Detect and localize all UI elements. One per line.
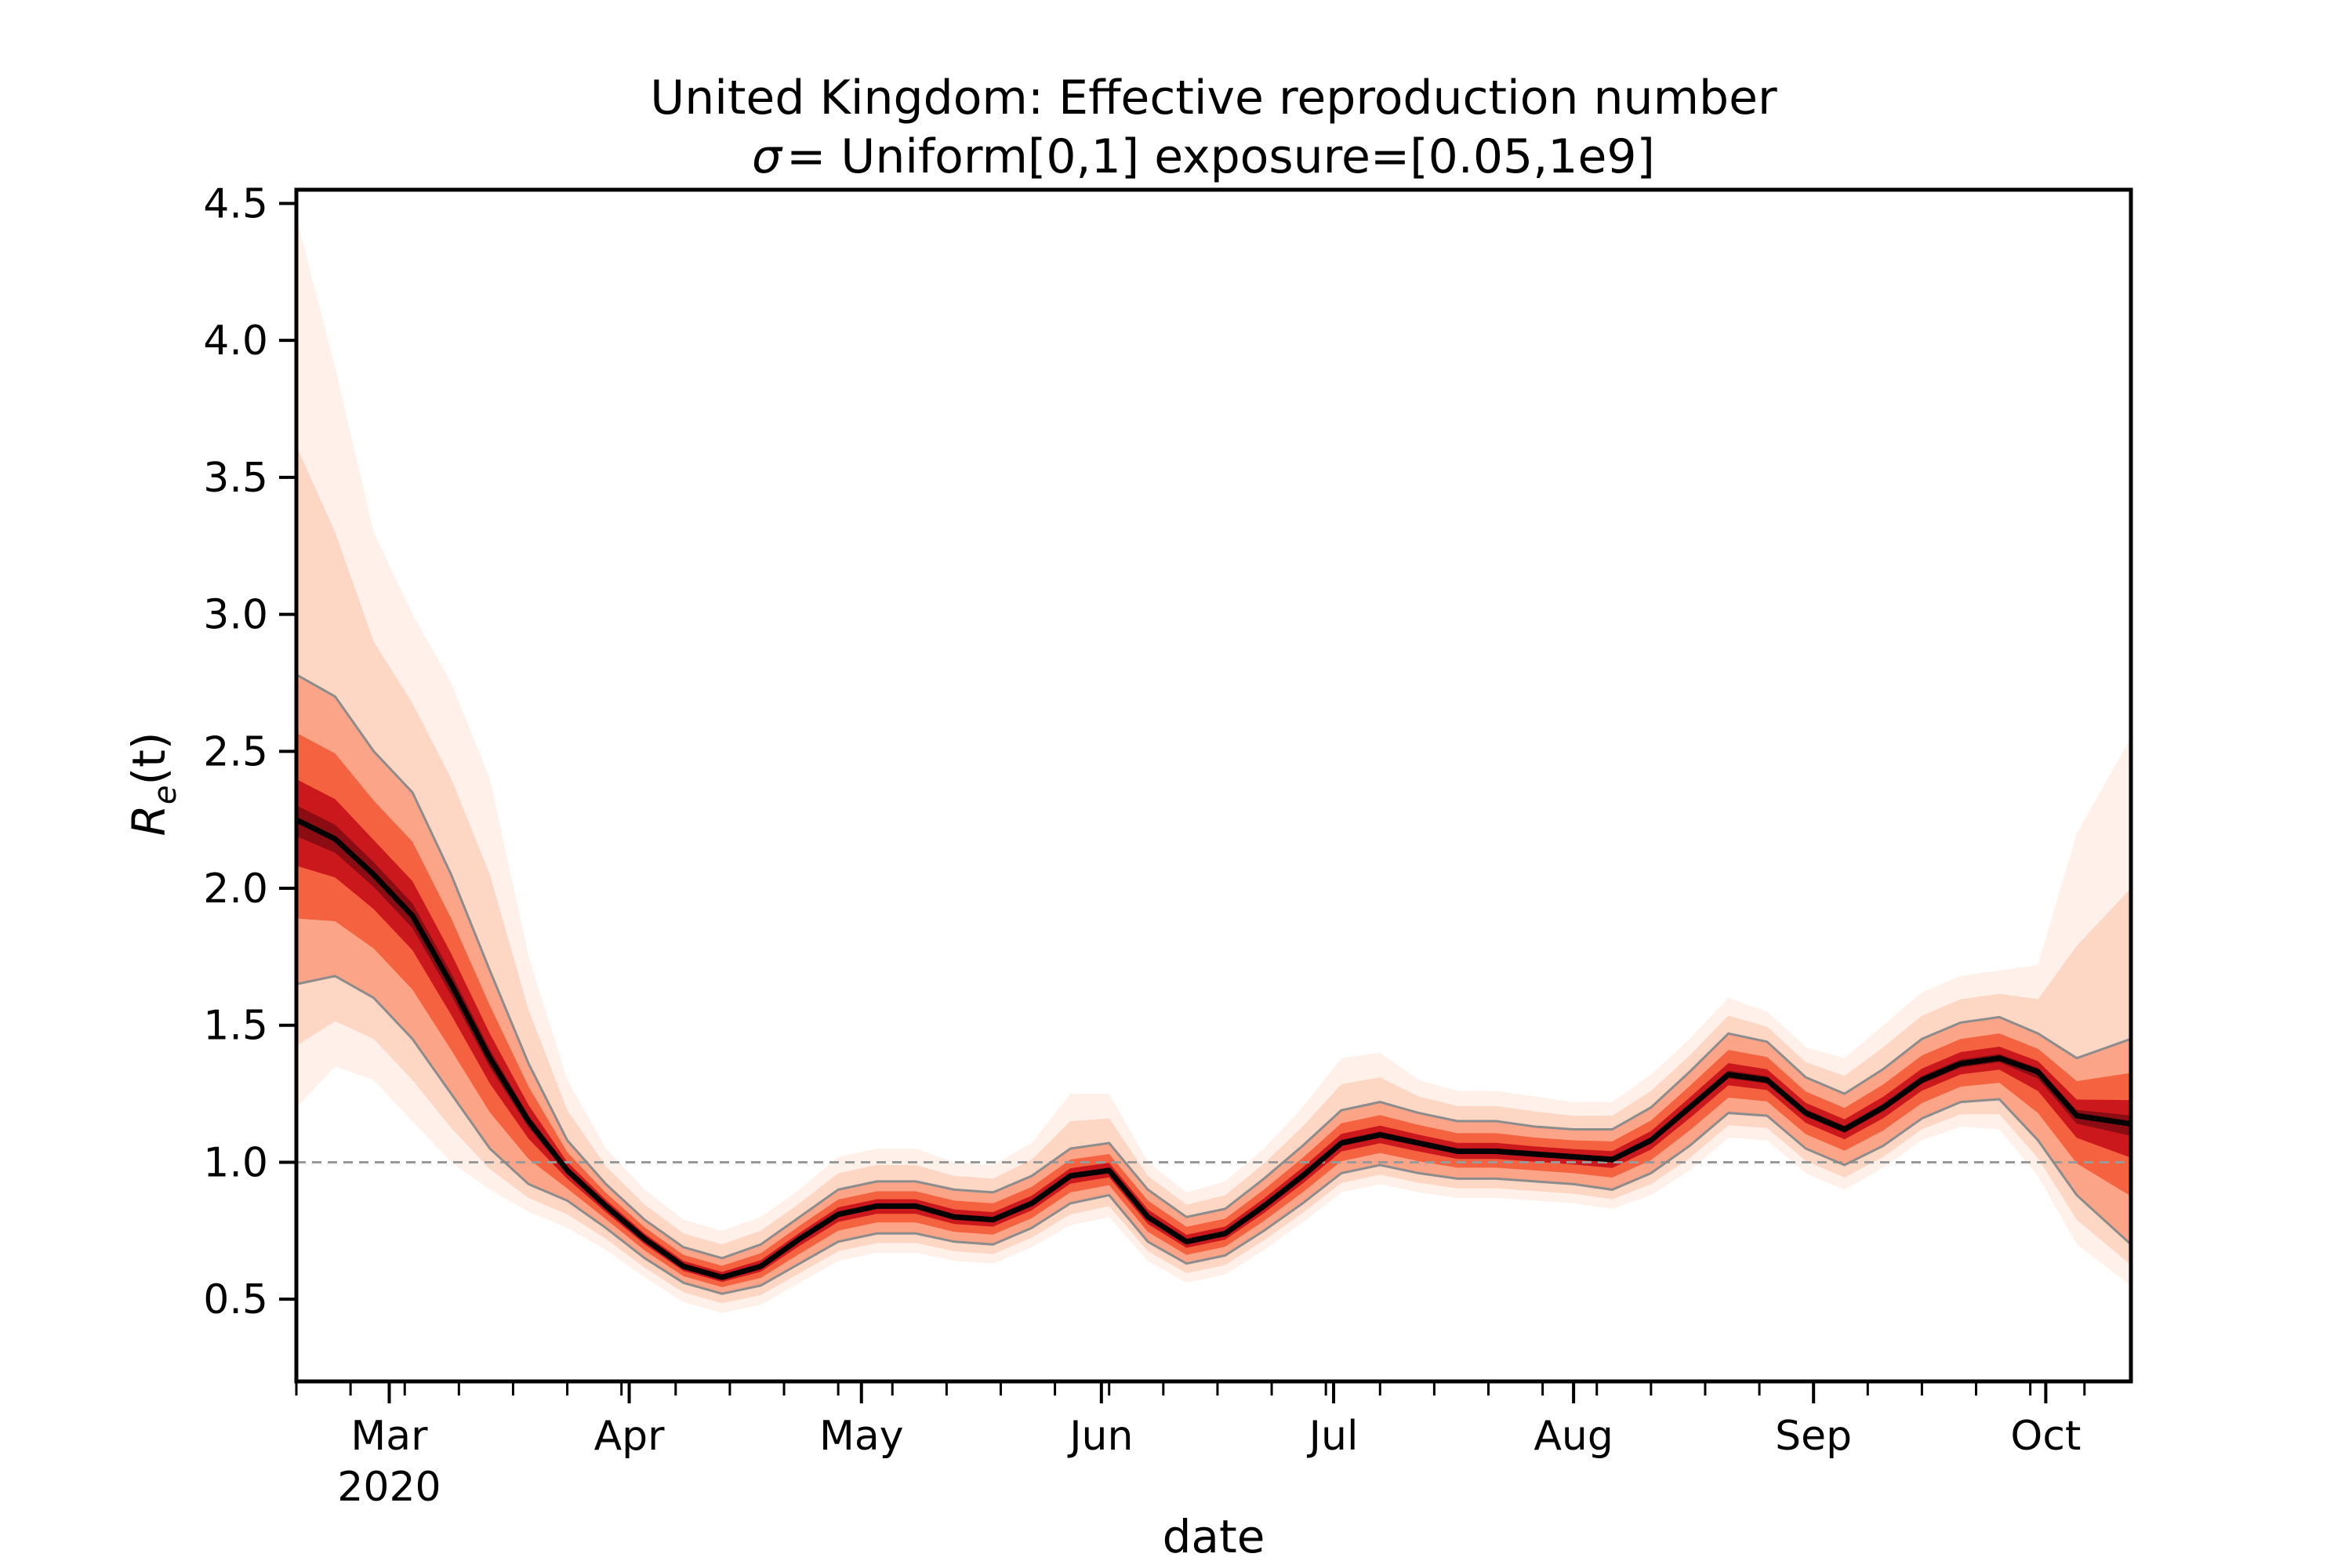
x-tick-label: Oct <box>2010 1413 2081 1460</box>
upper-quantile-line <box>296 673 2131 1260</box>
y-axis-label-symbol: R <box>122 804 176 836</box>
y-tick-label: 2.0 <box>203 866 268 913</box>
x-tick-label: Jul <box>1307 1413 1359 1460</box>
y-tick-label: 4.5 <box>203 180 268 227</box>
y-axis-label-argument: (t) <box>122 732 176 786</box>
x-tick-label: Sep <box>1775 1413 1852 1460</box>
x-tick-label: Jun <box>1067 1413 1133 1460</box>
x-axis-label: date <box>1163 1510 1265 1563</box>
y-tick-label: 4.0 <box>203 318 268 365</box>
plot-frame <box>294 187 2133 1384</box>
uncertainty-bands <box>296 216 2131 1313</box>
subtitle-sigma: σ <box>752 129 783 184</box>
x-year-label: 2020 <box>337 1464 441 1511</box>
x-tick-label: Aug <box>1534 1413 1613 1460</box>
x-tick-label: Apr <box>594 1413 666 1460</box>
x-tick-label: Mar <box>350 1413 428 1460</box>
y-tick-label: 3.5 <box>203 455 268 502</box>
y-axis: 0.5 1.0 1.5 2.0 2.5 3.0 3.5 4.0 4.5 <box>203 180 296 1323</box>
y-tick-label: 2.5 <box>203 728 268 775</box>
series-lines <box>296 673 2131 1295</box>
median-line <box>296 817 2131 1280</box>
chart-title-group: United Kingdom: Effective reproduction n… <box>650 71 1777 184</box>
y-tick-label: 0.5 <box>203 1276 268 1323</box>
chart-title: United Kingdom: Effective reproduction n… <box>650 71 1777 125</box>
y-axis-label: Re(t) <box>122 732 183 837</box>
y-axis-label-subscript: e <box>147 786 183 805</box>
y-tick-label: 1.0 <box>203 1139 268 1186</box>
x-tick-label: May <box>819 1413 904 1460</box>
y-tick-label: 1.5 <box>203 1003 268 1050</box>
chart-subtitle: σ = Uniform[0,1] exposure=[0.05,1e9] <box>752 129 1655 184</box>
subtitle-text: = Uniform[0,1] exposure=[0.05,1e9] <box>786 129 1655 184</box>
y-tick-label: 3.0 <box>203 592 268 639</box>
lower-quantile-line <box>296 975 2131 1295</box>
